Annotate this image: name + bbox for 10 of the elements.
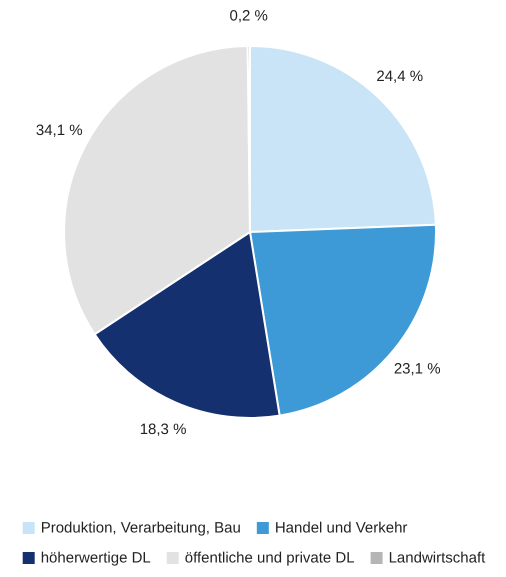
data-label: 23,1 % [394,360,441,378]
legend-label: höherwertige DL [40,550,151,566]
data-label: 0,2 % [229,8,268,25]
legend-label: Produktion, Verarbeitung, Bau [40,520,241,536]
data-label: 34,1 % [36,122,83,140]
data-label: 24,4 % [376,68,424,85]
legend-label: öffentliche und private DL [184,550,355,566]
legend-label: Handel und Verkehr [274,520,408,536]
legend-label: Landwirtschaft [388,550,486,566]
data-label: 18,3 % [140,421,186,438]
